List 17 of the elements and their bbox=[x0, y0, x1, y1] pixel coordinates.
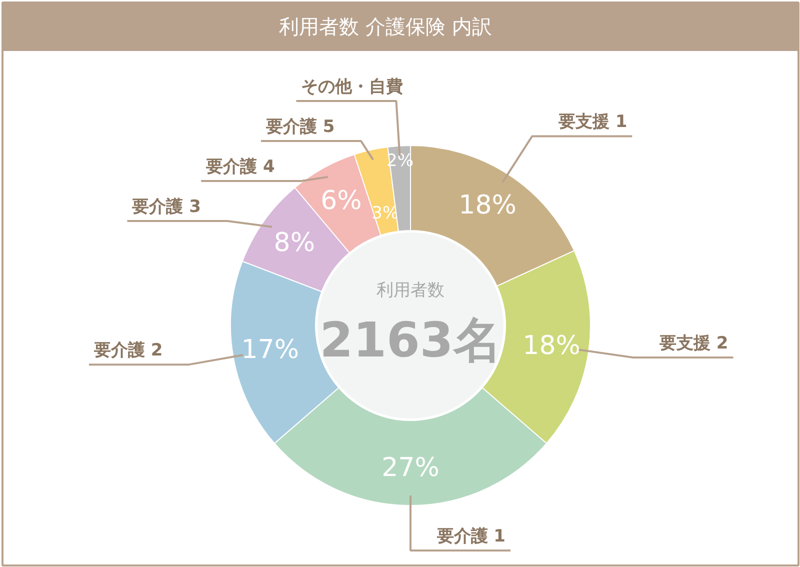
data-label: 27% bbox=[382, 453, 440, 483]
data-label: 8% bbox=[274, 228, 316, 258]
text: 2163名 bbox=[320, 312, 502, 368]
slice-label: 要介護 1 bbox=[436, 526, 506, 546]
data-label: 18% bbox=[522, 330, 580, 361]
slice-label: 要介護 3 bbox=[131, 196, 201, 217]
slice-label: その他・自費 bbox=[301, 76, 404, 97]
text: 利用者数 bbox=[376, 280, 444, 300]
data-label: 17% bbox=[241, 335, 300, 366]
slice-label: 要介護 2 bbox=[92, 340, 163, 361]
data-label: 18% bbox=[458, 190, 516, 221]
slice-label: 要介護 5 bbox=[264, 116, 335, 137]
slice-label: 要介護 4 bbox=[205, 156, 276, 177]
chart-title: 利用者数 介護保険 内訳 bbox=[279, 14, 492, 38]
slice-label: 要支援 1 bbox=[557, 112, 628, 132]
data-label: 6% bbox=[320, 186, 362, 216]
slice-label: 要支援 2 bbox=[658, 334, 728, 354]
